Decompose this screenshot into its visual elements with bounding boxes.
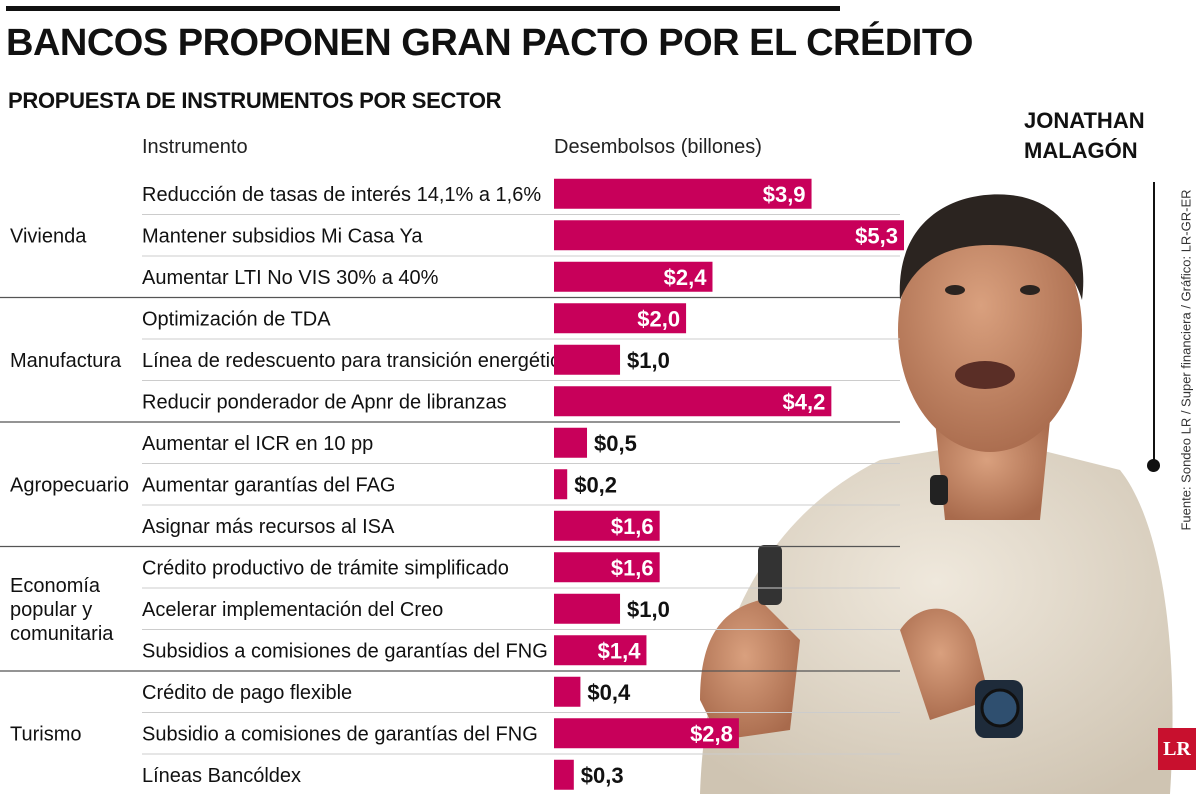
value-label: $0,3: [581, 763, 624, 788]
value-label: $0,4: [587, 680, 631, 705]
sector-label: comunitaria: [10, 623, 114, 645]
instrument-label: Aumentar el ICR en 10 pp: [142, 433, 373, 455]
value-label: $1,0: [627, 597, 670, 622]
data-bar: [554, 635, 647, 666]
data-bar: [554, 552, 660, 583]
data-bar: [554, 510, 660, 541]
instrument-label: Reducción de tasas de interés 14,1% a 1,…: [142, 184, 541, 206]
value-label: $5,3: [855, 223, 898, 248]
value-label: $1,6: [611, 555, 654, 580]
top-rule: [6, 6, 840, 11]
source-credit: Fuente: Sondeo LR / Super financiera / G…: [1178, 189, 1194, 531]
data-bar: [554, 344, 621, 375]
instrument-label: Aumentar LTI No VIS 30% a 40%: [142, 267, 439, 289]
page-title: BANCOS PROPONEN GRAN PACTO POR EL CRÉDIT…: [6, 22, 973, 64]
chart-rows: Reducción de tasas de interés 14,1% a 1,…: [0, 178, 904, 790]
sector-label: Agropecuario: [10, 474, 129, 496]
value-label: $1,4: [598, 638, 642, 663]
data-bar: [554, 469, 568, 500]
column-header-value: Desembolsos (billones): [554, 136, 762, 158]
instrument-label: Optimización de TDA: [142, 308, 331, 330]
value-label: $0,2: [574, 472, 617, 497]
speaker-last-name: MALAGÓN: [1024, 138, 1138, 163]
sector-label: Turismo: [10, 723, 81, 745]
lr-logo: LR: [1158, 728, 1196, 770]
chart-subtitle: PROPUESTA DE INSTRUMENTOS POR SECTOR: [8, 88, 502, 113]
value-label: $2,8: [690, 721, 733, 746]
speaker-photo: [700, 194, 1173, 794]
value-label: $0,5: [594, 431, 637, 456]
data-bar: [554, 303, 687, 334]
value-label: $1,6: [611, 514, 654, 539]
sector-label: popular y: [10, 599, 92, 621]
instrument-label: Línea de redescuento para transición ene…: [142, 350, 572, 372]
value-label: $2,0: [637, 306, 680, 331]
sector-label: Economía: [10, 575, 101, 597]
instrument-label: Acelerar implementación del Creo: [142, 599, 443, 621]
sector-label: Vivienda: [10, 225, 87, 247]
data-bar: [554, 676, 581, 707]
column-header-instrument: Instrumento: [142, 136, 248, 158]
data-bar: [554, 718, 739, 749]
value-label: $1,0: [627, 348, 670, 373]
instrument-label: Crédito de pago flexible: [142, 682, 352, 704]
instrument-label: Subsidios a comisiones de garantías del …: [142, 640, 548, 662]
instrument-label: Subsidio a comisiones de garantías del F…: [142, 723, 538, 745]
instrument-label: Aumentar garantías del FAG: [142, 474, 395, 496]
data-bar: [554, 178, 812, 209]
speaker-name: JONATHAN MALAGÓN: [1024, 106, 1145, 166]
data-bar: [554, 386, 832, 417]
value-label: $3,9: [763, 182, 806, 207]
speaker-first-name: JONATHAN: [1024, 108, 1145, 133]
data-bar: [554, 261, 713, 292]
data-bar: [554, 759, 574, 790]
name-pointer-dot: [1147, 459, 1160, 472]
data-bar: [554, 220, 904, 251]
instrument-label: Reducir ponderador de Apnr de libranzas: [142, 391, 507, 413]
instrument-label: Crédito productivo de trámite simplifica…: [142, 557, 509, 579]
value-label: $4,2: [783, 389, 826, 414]
data-bar: [554, 593, 621, 624]
instrument-label: Asignar más recursos al ISA: [142, 516, 395, 538]
data-bar: [554, 427, 588, 458]
value-label: $2,4: [664, 265, 708, 290]
sector-label: Manufactura: [10, 350, 122, 372]
instrument-label: Mantener subsidios Mi Casa Ya: [142, 225, 423, 247]
instrument-label: Líneas Bancóldex: [142, 765, 301, 787]
name-pointer-line: [1153, 182, 1155, 464]
